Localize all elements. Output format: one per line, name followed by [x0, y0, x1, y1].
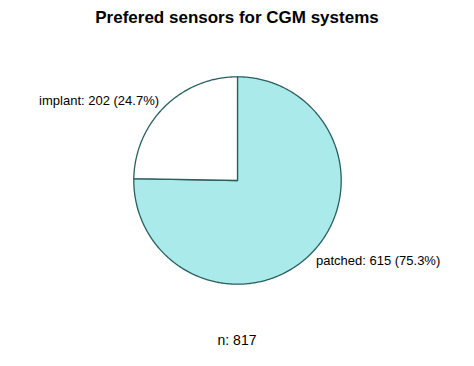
svg-text:patched: 615 (75.3%): patched: 615 (75.3%) — [316, 253, 440, 268]
html-text:Prefered sensors for CGM syste: Prefered sensors for CGM systems — [95, 8, 379, 27]
html-text:n: 817: n: 817 — [217, 332, 257, 348]
svg-text:implant: 202 (24.7%): implant: 202 (24.7%) — [39, 93, 159, 108]
